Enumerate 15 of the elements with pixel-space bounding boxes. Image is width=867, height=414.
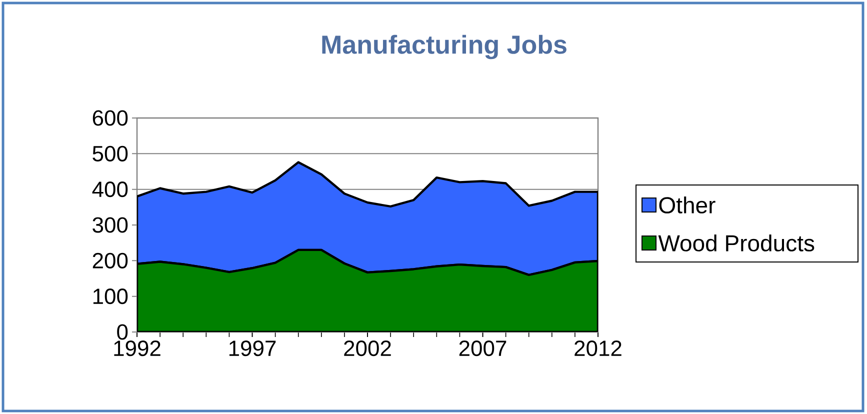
y-tick-label: 500 [92,146,128,162]
y-tick-label: 0 [117,324,128,340]
x-tick-label: 2007 [459,340,506,356]
y-tick-label: 100 [93,288,128,304]
x-tick-label: 1992 [114,340,160,356]
x-tick-label: 1997 [229,340,276,356]
y-tick-label: 200 [92,252,128,268]
legend-label: Wood Products [658,234,814,252]
y-tick-label: 400 [92,182,128,198]
chart-title: Manufacturing Jobs [322,34,566,60]
x-tick-label: 2012 [574,340,622,356]
x-tick-label: 2002 [344,340,391,356]
text: Other [659,196,716,214]
y-tick-label: 600 [92,110,128,126]
y-tick-label: 300 [92,217,128,233]
